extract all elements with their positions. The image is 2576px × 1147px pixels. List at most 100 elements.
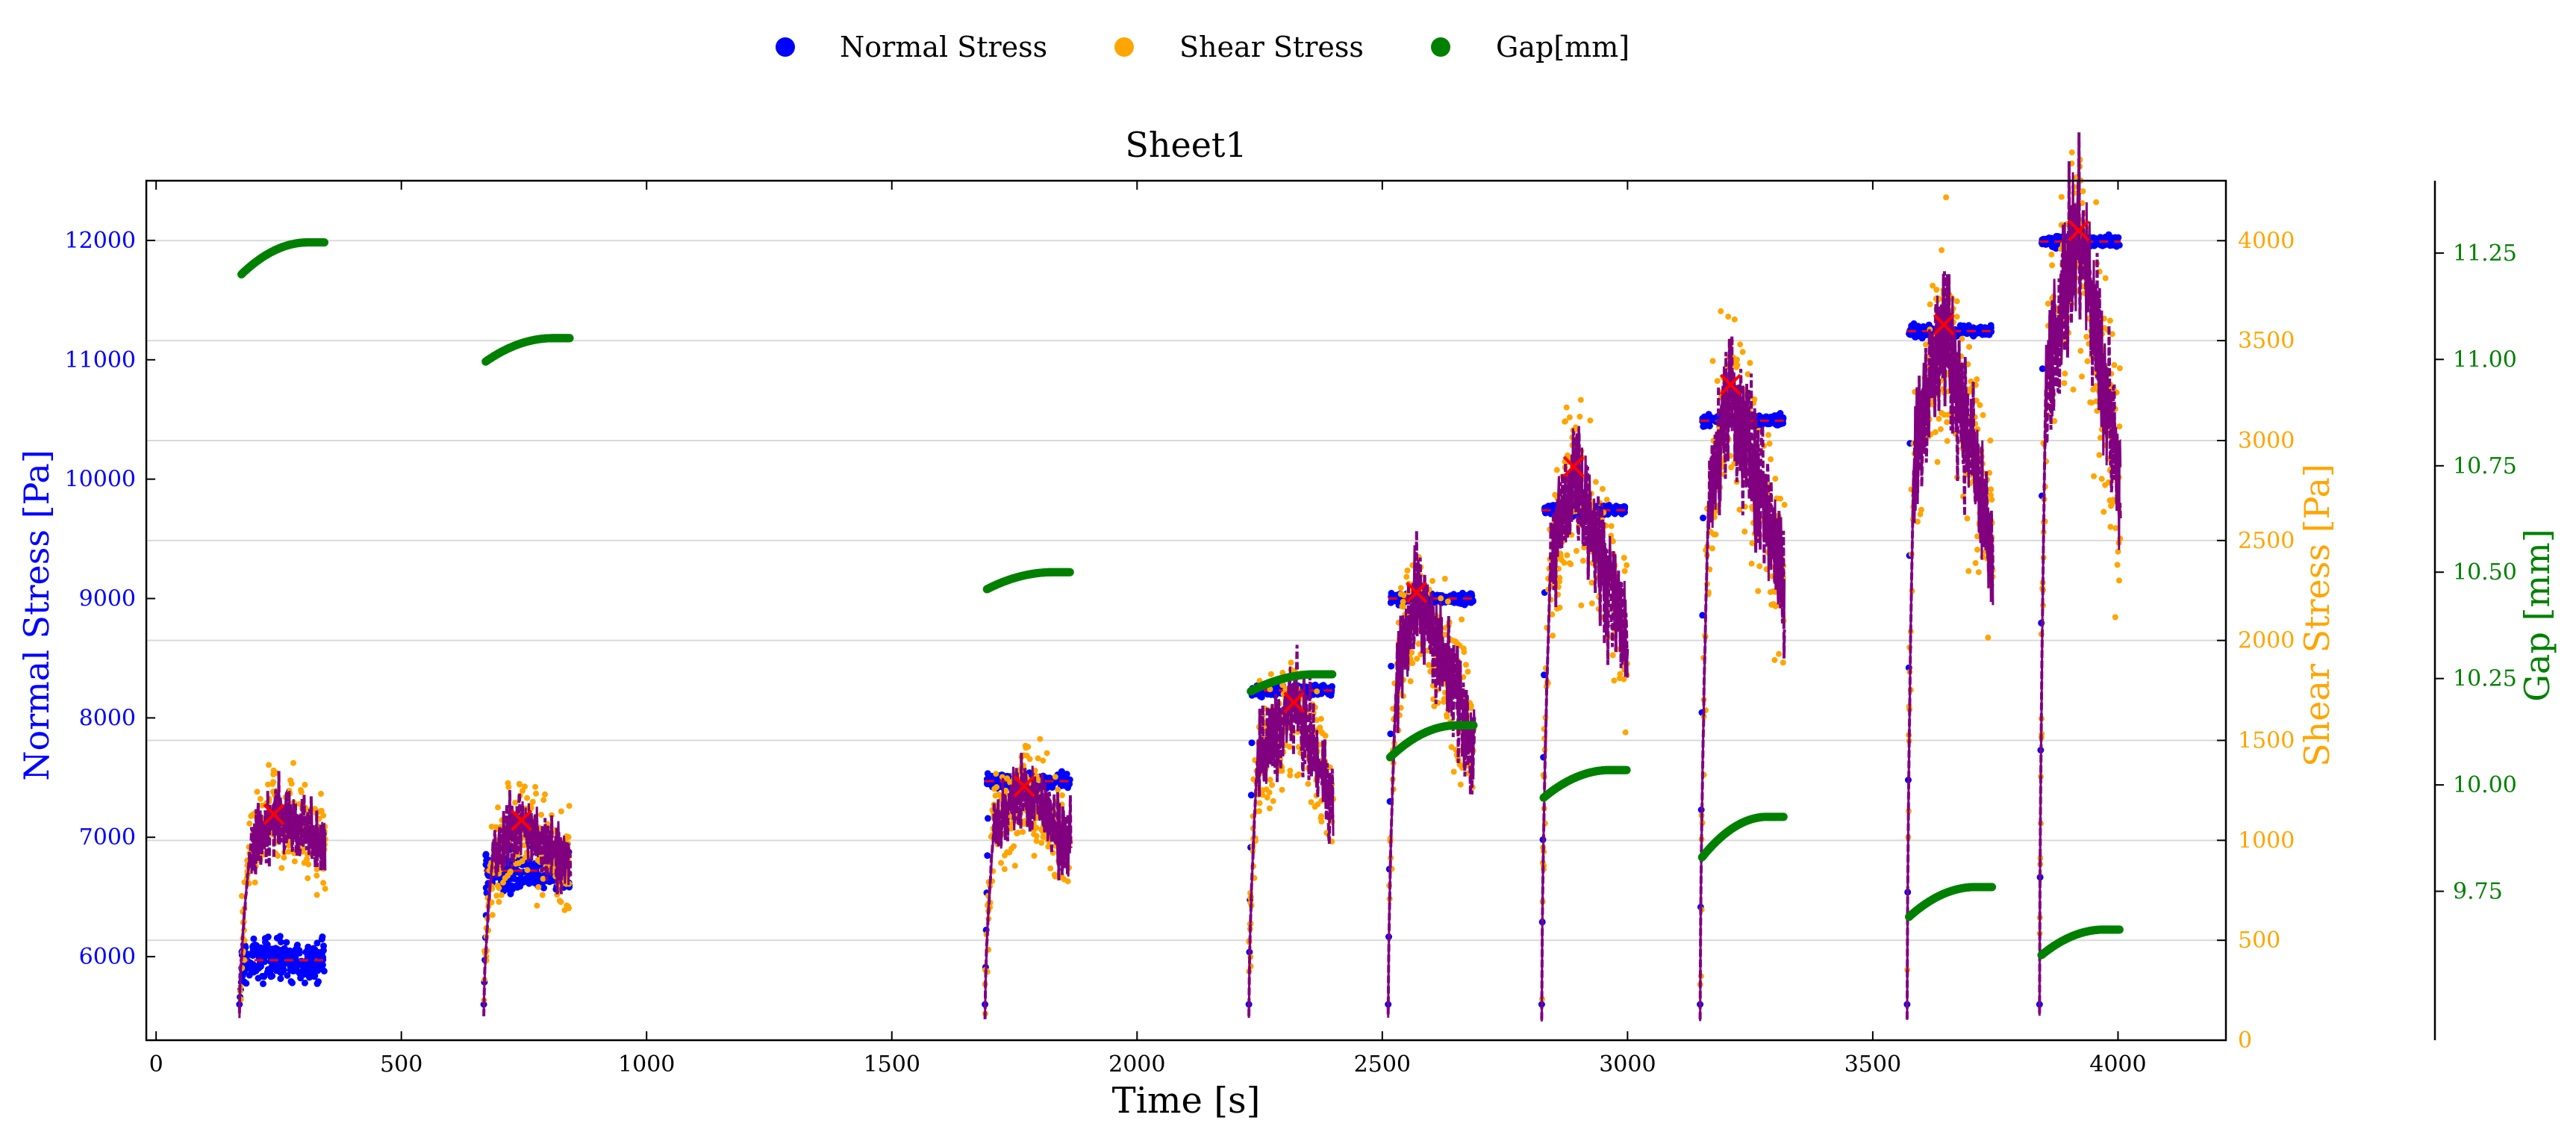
shear-stress-point xyxy=(1611,677,1617,683)
normal-stress-point xyxy=(295,969,302,975)
shear-stress-point xyxy=(1580,558,1586,564)
gap-point xyxy=(566,334,574,342)
segment-8 xyxy=(1903,194,1996,1019)
shear-stress-point xyxy=(302,782,308,788)
shear-stress-point xyxy=(1445,599,1451,605)
shear-stress-point xyxy=(1954,298,1960,304)
shear-stress-point xyxy=(1552,492,1558,498)
shear-stress-point xyxy=(499,892,505,898)
shear-stress-point xyxy=(1589,600,1595,606)
normal-stress-point xyxy=(250,936,257,942)
shear-stress-point xyxy=(1954,314,1960,320)
normal-stress-point xyxy=(277,933,284,939)
shear-stress-point xyxy=(1771,657,1777,663)
shear-stress-point xyxy=(1451,769,1457,775)
shear-stress-point xyxy=(1044,750,1050,756)
shear-stress-point xyxy=(1453,638,1459,644)
shear-stress-point xyxy=(1782,502,1788,508)
shear-stress-point xyxy=(540,892,546,898)
shear-stress-point xyxy=(1309,799,1314,805)
shear-stress-point xyxy=(1737,341,1743,347)
shear-stress-point xyxy=(1463,662,1469,668)
shear-stress-point xyxy=(1559,557,1565,563)
shear-stress-point xyxy=(246,821,252,827)
normal-stress-point xyxy=(313,964,319,971)
shear-stress-point xyxy=(255,789,261,795)
shear-stress-point xyxy=(540,797,546,803)
shear-stress-point xyxy=(266,762,272,768)
shear-stress-point xyxy=(1294,773,1300,779)
shear-stress-point xyxy=(265,782,271,788)
shear-stress-point xyxy=(1065,878,1071,884)
shear-stress-point xyxy=(1035,756,1041,762)
normal-stress-point xyxy=(281,950,287,957)
shear-stress-point xyxy=(524,795,530,801)
shear-stress-point xyxy=(1918,512,1924,517)
gap-point xyxy=(1066,568,1074,576)
segment-7 xyxy=(1697,308,1788,1022)
shear-stress-point xyxy=(1429,578,1435,584)
shear-stress-point xyxy=(1002,866,1008,872)
shear-stress-line xyxy=(484,801,570,1014)
normal-stress-point xyxy=(255,975,262,982)
normal-stress-point xyxy=(526,880,532,887)
shear-stress-point xyxy=(1408,678,1414,684)
shear-stress-point xyxy=(320,880,326,886)
shear-stress-point xyxy=(1768,456,1774,462)
grid xyxy=(146,240,2226,1040)
shear-stress-point xyxy=(319,808,325,814)
shear-stress-point xyxy=(1562,419,1568,425)
normal-stress-point xyxy=(289,980,296,986)
shear-stress-point xyxy=(1403,574,1409,580)
gap-point xyxy=(1328,671,1336,679)
shear-stress-point xyxy=(532,784,538,790)
shear-stress-point xyxy=(1749,561,1755,567)
shear-stress-point xyxy=(1550,632,1556,638)
shear-stress-point xyxy=(1055,786,1061,792)
normal-stress-point xyxy=(272,945,279,951)
shear-stress-point xyxy=(1032,853,1038,859)
shear-stress-point xyxy=(1268,671,1274,677)
shear-stress-point xyxy=(1314,688,1320,694)
shear-stress-point xyxy=(500,880,506,886)
shear-stress-point xyxy=(1600,486,1606,492)
shear-stress-point xyxy=(496,899,502,905)
segment-5 xyxy=(1385,530,1477,1017)
shear-stress-point xyxy=(1037,736,1043,742)
shear-stress-point xyxy=(1756,563,1762,569)
normal-stress-point xyxy=(1919,323,1926,330)
shear-stress-point xyxy=(1287,768,1293,774)
shear-stress-point xyxy=(1933,287,1939,293)
shear-stress-point xyxy=(1574,548,1579,554)
shear-stress-point xyxy=(1020,829,1026,835)
shear-stress-point xyxy=(278,865,284,871)
shear-stress-point xyxy=(239,893,245,899)
shear-stress-point xyxy=(1038,840,1044,846)
shear-stress-point xyxy=(281,854,287,860)
shear-stress-point xyxy=(505,784,511,790)
shear-stress-point xyxy=(490,912,496,918)
normal-stress-point xyxy=(1047,783,1053,789)
normal-stress-point xyxy=(985,815,991,821)
normal-stress-point xyxy=(269,972,275,979)
shear-stress-point xyxy=(1989,497,1995,503)
legend-label-gap: Gap[mm] xyxy=(1496,31,1630,63)
shear-stress-point xyxy=(557,898,563,904)
shear-stress-point xyxy=(1442,576,1448,582)
normal-stress-point xyxy=(319,936,325,942)
shear-stress-line xyxy=(1388,545,1475,1018)
shear-stress-point xyxy=(1002,853,1008,859)
shear-stress-point xyxy=(534,903,540,909)
gap-point xyxy=(1988,883,1996,891)
normal-stress-point xyxy=(1249,739,1256,746)
shear-stress-point xyxy=(298,787,304,793)
shear-stress-point xyxy=(1577,414,1582,420)
normal-stress-point xyxy=(1700,515,1706,521)
shear-stress-point xyxy=(1943,194,1949,200)
normal-stress-point xyxy=(278,939,284,945)
normal-stress-point xyxy=(315,978,322,985)
shear-stress-point xyxy=(1709,545,1715,551)
normal-stress-point xyxy=(1911,320,1918,327)
shear-stress-point xyxy=(1927,302,1933,308)
normal-stress-point xyxy=(275,963,281,970)
